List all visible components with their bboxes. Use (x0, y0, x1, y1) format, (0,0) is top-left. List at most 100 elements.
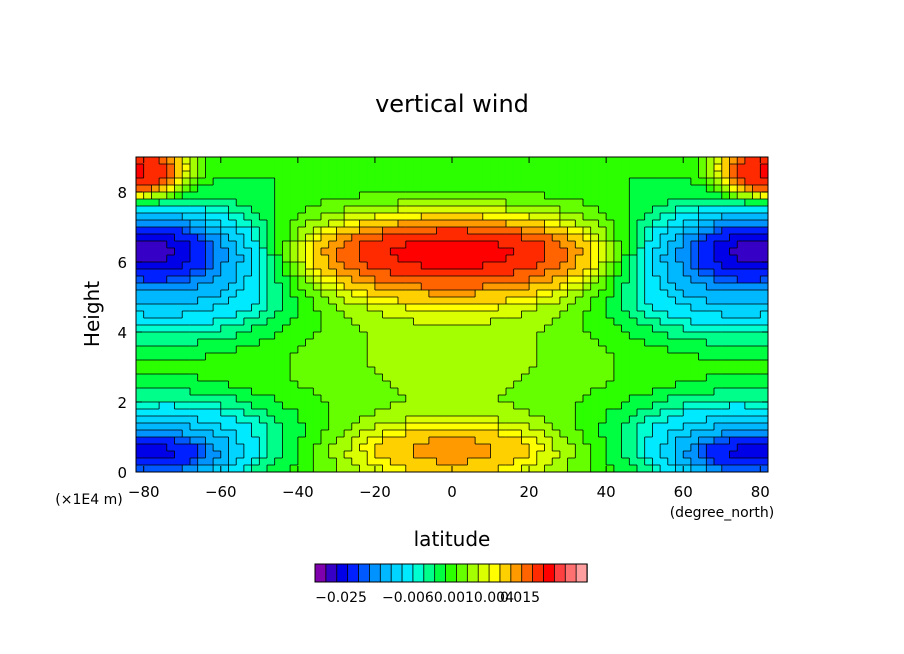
field-cell (613, 374, 623, 382)
field-cell (452, 157, 461, 165)
field-cell (297, 248, 307, 256)
field-cell (305, 283, 314, 291)
field-cell (606, 367, 615, 375)
field-cell (590, 206, 600, 214)
field-cell (328, 437, 337, 445)
field-cell (660, 353, 669, 361)
field-cell (344, 297, 353, 305)
field-cell (359, 311, 368, 319)
field-cell (398, 451, 407, 459)
field-cell (690, 318, 700, 326)
field-cell (467, 227, 476, 235)
field-cell (398, 192, 407, 200)
field-cell (675, 234, 684, 242)
field-cell (459, 262, 469, 270)
field-cell (629, 276, 638, 284)
field-cell (583, 171, 592, 179)
field-cell (428, 297, 438, 305)
field-cell (236, 311, 245, 319)
field-cell (143, 213, 153, 221)
field-cell (213, 283, 222, 291)
field-cell (274, 220, 284, 228)
field-cell (259, 213, 268, 221)
field-cell (567, 255, 576, 263)
field-cell (590, 255, 600, 263)
field-cell (744, 241, 754, 249)
field-cell (236, 171, 245, 179)
field-cell (351, 304, 361, 312)
field-cell (282, 241, 291, 249)
field-cell (359, 206, 368, 214)
field-cell (336, 367, 345, 375)
field-cell (498, 276, 507, 284)
field-cell (752, 297, 761, 305)
field-cell (721, 444, 731, 452)
field-cell (236, 353, 245, 361)
field-cell (567, 388, 576, 396)
field-cell (182, 178, 191, 186)
field-cell (498, 290, 507, 298)
field-cell (159, 367, 168, 375)
field-cell (189, 318, 199, 326)
field-cell (636, 381, 646, 389)
field-cell (274, 192, 284, 200)
field-cell (475, 437, 484, 445)
field-cell (621, 206, 630, 214)
field-cell (567, 185, 576, 193)
field-cell (259, 444, 268, 452)
field-cell (644, 171, 653, 179)
field-cell (282, 297, 291, 305)
field-cell (405, 269, 415, 277)
field-cell (683, 367, 692, 375)
field-cell (559, 178, 569, 186)
field-cell (613, 437, 623, 445)
field-cell (444, 430, 453, 438)
field-cell (629, 458, 638, 466)
field-cell (644, 444, 653, 452)
field-cell (174, 227, 183, 235)
field-cell (251, 213, 260, 221)
field-cell (398, 199, 407, 207)
field-cell (197, 346, 206, 354)
field-cell (344, 206, 353, 214)
field-cell (744, 458, 754, 466)
field-cell (213, 276, 222, 284)
field-cell (328, 318, 337, 326)
field-cell (529, 374, 538, 382)
field-cell (752, 437, 761, 445)
field-cell (567, 178, 576, 186)
field-cell (359, 444, 368, 452)
field-cell (505, 388, 515, 396)
field-cell (166, 206, 176, 214)
field-cell (259, 346, 268, 354)
field-cell (690, 185, 700, 193)
field-cell (482, 213, 492, 221)
field-cell (521, 290, 530, 298)
field-cell (621, 367, 630, 375)
field-cell (583, 269, 592, 277)
field-cell (213, 318, 222, 326)
field-cell (166, 269, 176, 277)
field-cell (660, 451, 669, 459)
field-cell (590, 332, 600, 340)
field-cell (390, 199, 399, 207)
field-cell (675, 325, 684, 333)
field-cell (313, 374, 322, 382)
field-cell (444, 164, 453, 172)
field-cell (667, 276, 677, 284)
field-cell (529, 332, 538, 340)
field-cell (575, 199, 584, 207)
field-cell (305, 451, 314, 459)
field-cell (467, 157, 476, 165)
field-cell (374, 388, 384, 396)
field-cell (243, 248, 253, 256)
field-cell (197, 437, 206, 445)
field-cell (267, 290, 276, 298)
field-cell (721, 248, 731, 256)
field-cell (667, 388, 677, 396)
field-cell (721, 157, 731, 165)
field-cell (552, 234, 561, 242)
field-cell (636, 395, 646, 403)
field-cell (328, 234, 337, 242)
field-cell (459, 402, 469, 410)
